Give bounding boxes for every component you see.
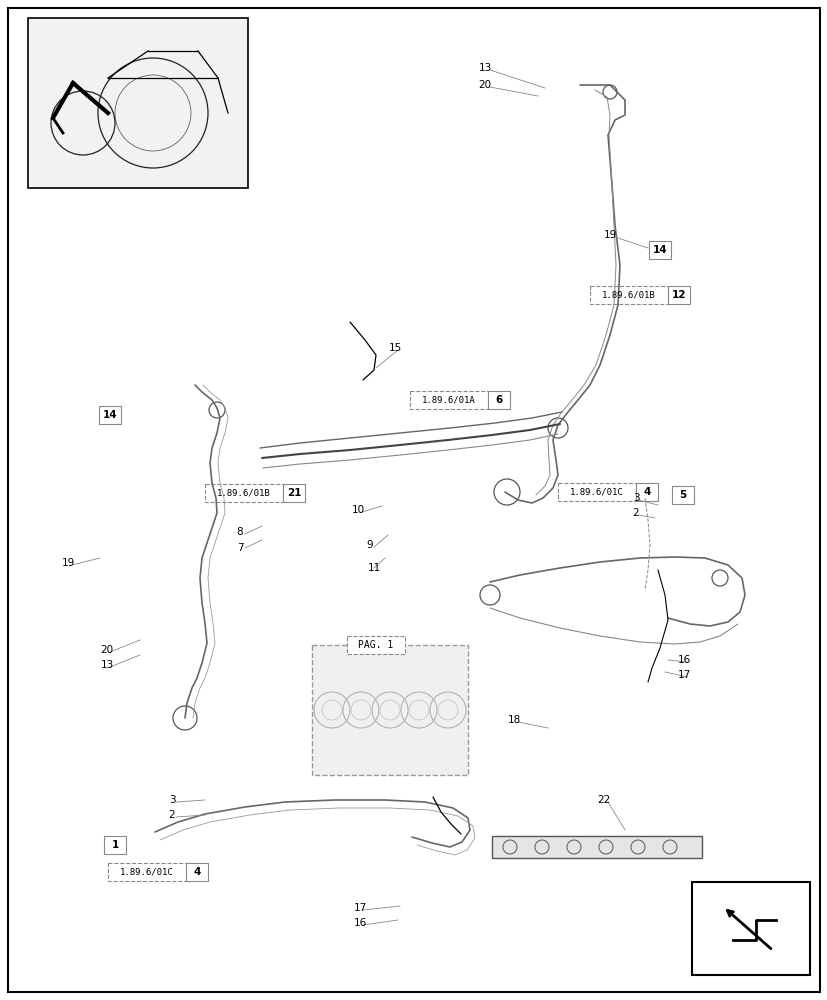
Text: 3: 3 <box>632 493 638 503</box>
Text: 19: 19 <box>603 230 616 240</box>
Text: 19: 19 <box>61 558 74 568</box>
Text: 14: 14 <box>652 245 667 255</box>
Bar <box>491 836 701 858</box>
Text: 8: 8 <box>237 527 243 537</box>
Bar <box>99 406 121 424</box>
Text: 12: 12 <box>671 290 686 300</box>
Text: 10: 10 <box>351 505 364 515</box>
Text: 4: 4 <box>643 487 650 497</box>
Bar <box>635 483 657 501</box>
Text: 2: 2 <box>169 810 175 820</box>
Text: 1.89.6/01C: 1.89.6/01C <box>120 867 174 876</box>
Text: 14: 14 <box>103 410 117 420</box>
Bar <box>487 391 509 409</box>
Bar <box>590 286 667 304</box>
Text: 7: 7 <box>237 543 243 553</box>
Text: 1.89.6/01B: 1.89.6/01B <box>217 488 270 497</box>
Bar <box>667 286 689 304</box>
Bar <box>28 18 248 188</box>
Text: 2: 2 <box>632 508 638 518</box>
Bar <box>691 882 809 975</box>
Bar <box>557 483 635 501</box>
Text: 1.89.6/01B: 1.89.6/01B <box>601 290 655 300</box>
Text: 1.89.6/01C: 1.89.6/01C <box>570 488 623 496</box>
Text: 16: 16 <box>353 918 366 928</box>
Text: 15: 15 <box>388 343 401 353</box>
Bar <box>104 836 126 854</box>
Text: 9: 9 <box>366 540 373 550</box>
Text: 1: 1 <box>112 840 118 850</box>
Bar <box>312 645 467 775</box>
Text: 3: 3 <box>169 795 175 805</box>
Text: 20: 20 <box>100 645 113 655</box>
Text: 13: 13 <box>100 660 113 670</box>
Text: 18: 18 <box>507 715 520 725</box>
Text: 1.89.6/01A: 1.89.6/01A <box>422 395 476 404</box>
Bar <box>108 863 186 881</box>
Text: 17: 17 <box>676 670 690 680</box>
Bar <box>672 486 693 504</box>
Text: 11: 11 <box>367 563 380 573</box>
Text: 17: 17 <box>353 903 366 913</box>
Text: 5: 5 <box>679 490 686 500</box>
Bar <box>186 863 208 881</box>
Text: 13: 13 <box>478 63 491 73</box>
Bar <box>283 484 304 502</box>
Text: 22: 22 <box>596 795 609 805</box>
Text: 20: 20 <box>478 80 491 90</box>
Text: PAG. 1: PAG. 1 <box>358 640 393 650</box>
Bar <box>648 241 670 259</box>
Bar <box>347 636 404 654</box>
Text: 21: 21 <box>286 488 301 498</box>
Text: 6: 6 <box>495 395 502 405</box>
Text: 16: 16 <box>676 655 690 665</box>
Text: 4: 4 <box>193 867 200 877</box>
Bar <box>205 484 283 502</box>
Bar <box>409 391 487 409</box>
